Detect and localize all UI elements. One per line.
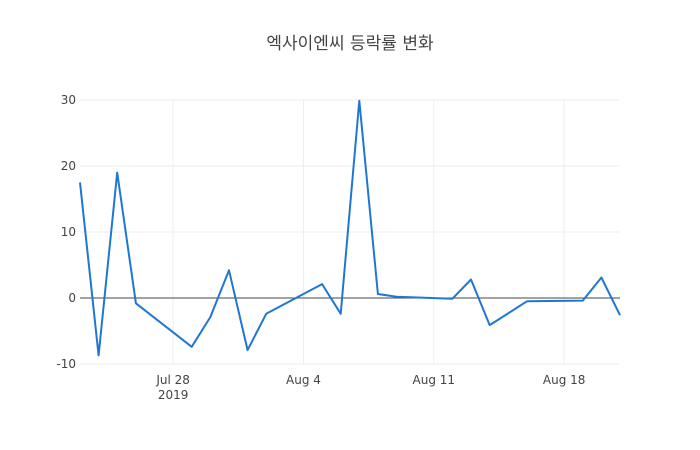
chart-title: 엑사이엔씨 등락률 변화 (266, 34, 434, 54)
y-tick-label: 10 (61, 225, 76, 239)
series-layer (79, 99, 621, 357)
x-tick-label: Jul 28 (155, 373, 190, 387)
y-tick-label: -10 (56, 357, 76, 371)
y-tick-label: 0 (68, 291, 76, 305)
x-tick-label: Aug 4 (286, 373, 321, 387)
y-tick-label: 20 (61, 159, 76, 173)
y-tick-label: 30 (61, 93, 76, 107)
x-tick-label: Aug 11 (413, 373, 456, 387)
grid-layer (80, 99, 620, 365)
x-tick-sublabel: 2019 (158, 388, 189, 402)
series-line (79, 99, 621, 357)
x-tick-label: Aug 18 (543, 373, 586, 387)
